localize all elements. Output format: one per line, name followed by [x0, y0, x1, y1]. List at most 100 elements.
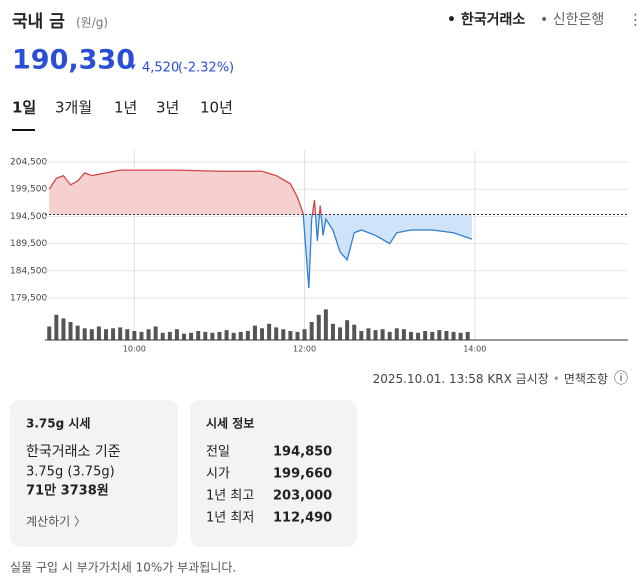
tab[interactable]: 3개월 — [55, 99, 92, 117]
price-change: 4,520 — [142, 61, 179, 76]
tab[interactable]: 1일 — [12, 99, 36, 117]
volume-bar — [338, 327, 343, 340]
down-arrow: ▾ — [130, 60, 136, 73]
volume-bar — [260, 328, 265, 340]
y-tick-label: 199,500 — [10, 185, 47, 195]
info-icon[interactable]: ⓘ — [614, 371, 628, 387]
volume-bar — [302, 329, 307, 340]
volume-bar — [82, 328, 87, 340]
volume-bar — [295, 331, 300, 340]
y-tick-label: 179,500 — [10, 294, 47, 304]
volume-bar — [68, 322, 73, 340]
tab[interactable]: 1년 — [114, 99, 137, 117]
unit: (원/g) — [76, 16, 108, 30]
volume-bar — [118, 327, 123, 340]
card — [190, 400, 357, 547]
volume-bar — [103, 329, 108, 340]
card-title: 3.75g 시세 — [26, 416, 90, 431]
volume-bar — [217, 331, 222, 340]
calc-link[interactable]: 계산하기 〉 — [26, 515, 86, 529]
volume-bar — [111, 328, 116, 340]
volume-bar — [139, 331, 144, 340]
tab[interactable]: 10년 — [200, 99, 233, 117]
volume-bar — [196, 331, 201, 340]
x-tick-label: 12:00 — [293, 345, 316, 354]
y-tick-label: 204,500 — [10, 158, 47, 168]
title: 국내 금 — [12, 12, 65, 32]
volume-bar — [366, 328, 371, 340]
volume-bar — [174, 329, 179, 340]
area-up — [49, 170, 472, 215]
volume-bar — [160, 332, 165, 340]
volume-bar — [416, 332, 421, 340]
volume-bar — [394, 328, 399, 340]
volume-bar — [47, 326, 52, 340]
info-value: 112,490 — [273, 511, 332, 526]
y-tick-label: 194,500 — [10, 212, 47, 222]
source-tab[interactable]: • 신한은행 — [540, 12, 604, 28]
card — [10, 400, 178, 547]
volume-bar — [408, 331, 413, 340]
card-title: 시세 정보 — [206, 416, 254, 431]
footer: 2025.10.01. 13:58 KRX 금시장 • 면책조항 — [373, 371, 608, 386]
volume-bar — [132, 331, 137, 340]
line-down — [302, 214, 473, 289]
volume-bar — [451, 331, 456, 340]
volume-bar — [75, 325, 80, 340]
source-tab[interactable]: • 한국거래소 — [447, 12, 525, 28]
volume-bar — [125, 329, 130, 340]
volume-bar — [281, 329, 286, 340]
volume-bar — [267, 323, 272, 340]
volume-bar — [167, 331, 172, 340]
info-rows: 전일 194,850 시가 199,660 1년 최고 203,000 1년 최저 112,4… — [206, 445, 332, 526]
y-tick-label: 189,500 — [10, 239, 47, 249]
timestamp: 2025.10.01. 13:58 KRX 금시장 — [373, 372, 549, 386]
info-label: 전일 — [206, 445, 230, 460]
info-value: 203,000 — [273, 489, 332, 504]
info-value: 194,850 — [273, 445, 332, 460]
volume-bar — [380, 329, 385, 340]
volume-bar — [423, 331, 428, 340]
volume-bar — [288, 331, 293, 340]
area-down — [303, 214, 472, 289]
disclaimer[interactable]: 면책조항 — [564, 371, 608, 386]
volume-bar — [54, 314, 59, 340]
volume-bar — [231, 332, 236, 340]
x-tick-label: 14:00 — [463, 345, 486, 354]
volume-bar — [182, 333, 187, 340]
x-tick-label: 10:00 — [123, 345, 146, 354]
price-change-pct: (-2.32%) — [178, 61, 234, 76]
volume-bar — [309, 322, 314, 340]
info-label: 1년 최저 — [206, 511, 254, 526]
volume-bar — [96, 326, 101, 340]
volume-bar — [458, 332, 463, 340]
volume-bar — [316, 314, 321, 340]
card-text: 한국거래소 기준 — [26, 444, 121, 460]
volume-bar — [465, 331, 470, 340]
volume-bar — [274, 327, 279, 340]
volume-bar — [323, 309, 328, 340]
volume-bar — [146, 329, 151, 340]
volume-bar — [437, 330, 442, 340]
volume-bar — [61, 318, 66, 340]
volume-bar — [359, 331, 364, 340]
volume-bar — [252, 325, 257, 340]
volume-bar — [352, 324, 357, 340]
info-value: 199,660 — [273, 467, 332, 482]
volume-bar — [89, 329, 94, 340]
current-price: 190,330 — [12, 45, 135, 76]
line-up — [48, 169, 322, 215]
info-label: 1년 최고 — [206, 489, 254, 504]
chart: 204,500 199,500 194,500 189,500 184,500 179,5… — [10, 150, 628, 354]
note: 실물 구입 시 부가가치세 10%가 부과됩니다. — [10, 561, 236, 575]
tab[interactable]: 3년 — [156, 99, 179, 117]
volume-bar — [444, 331, 449, 340]
volume-bar — [189, 332, 194, 340]
volume-bar — [238, 331, 243, 340]
volume-bar — [373, 330, 378, 340]
volume-bar — [245, 331, 250, 340]
menu-icon[interactable]: ⋮ — [628, 11, 640, 29]
volume-bar — [330, 323, 335, 340]
volume-bar — [401, 329, 406, 340]
